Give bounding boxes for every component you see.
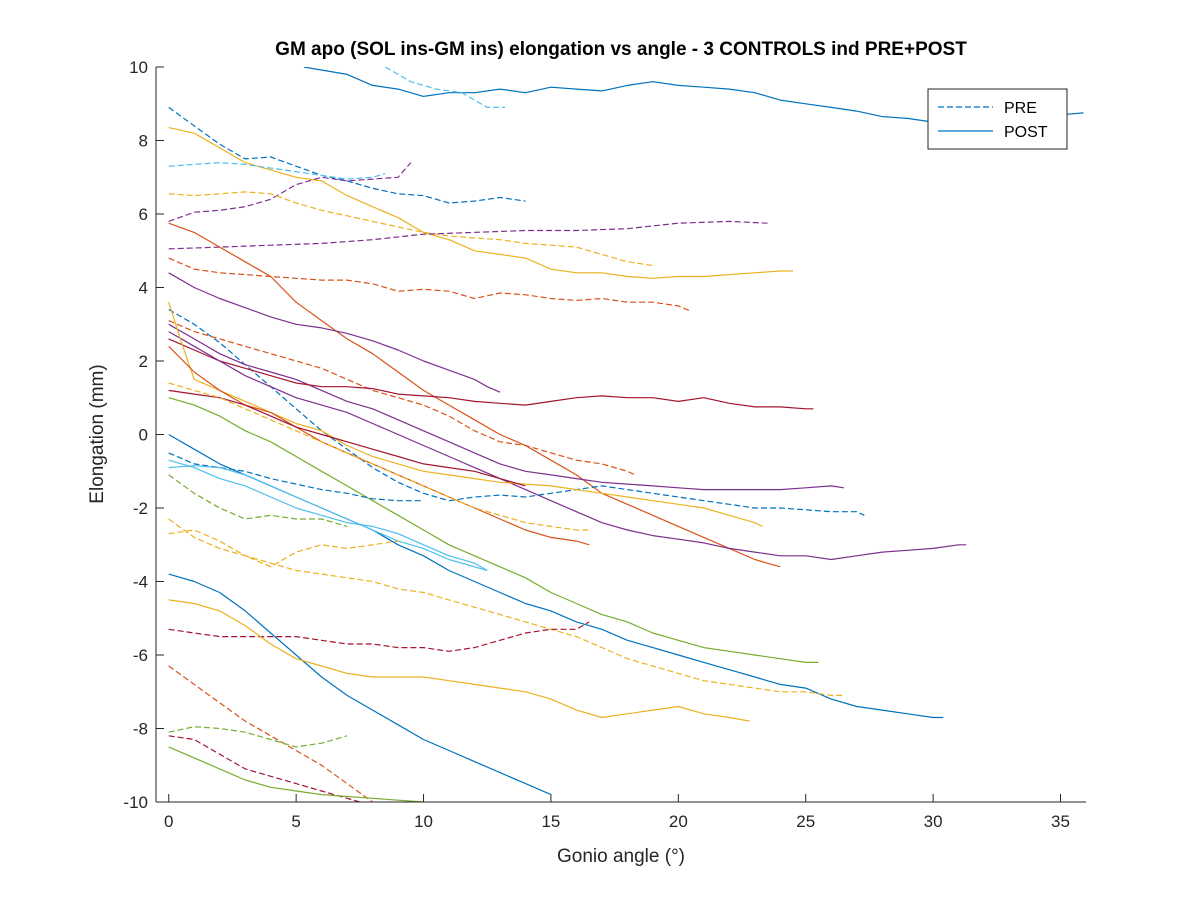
series-line-pre-12 (168, 308, 865, 516)
series-line-pre-23 (168, 452, 424, 502)
y-tick-label: 6 (139, 205, 148, 224)
series-line-post-31 (168, 599, 750, 722)
legend: PRE POST (927, 88, 1068, 150)
series-line-pre-6 (168, 162, 412, 222)
series-line-post-4 (168, 127, 793, 279)
series-line-pre-5 (168, 162, 386, 180)
series-line-post-22 (168, 397, 819, 663)
y-tick-label: -2 (133, 499, 148, 518)
series-line-post-35 (168, 746, 424, 802)
x-tick-label: 10 (414, 812, 433, 831)
series-line-pre-33 (168, 726, 348, 748)
x-tick-label: 20 (669, 812, 688, 831)
series-line-post-18 (168, 345, 590, 546)
series-line-pre-26 (168, 474, 348, 527)
series-line-pre-7 (168, 191, 653, 267)
x-tick-label: 0 (164, 812, 173, 831)
series-line-pre-8 (168, 220, 768, 250)
series-line-post-25 (168, 459, 488, 572)
series-line-post-16 (168, 331, 967, 561)
x-tick-label: 30 (924, 812, 943, 831)
y-tick-label: 2 (139, 352, 148, 371)
series-line-pre-3 (168, 106, 526, 204)
series-layer (168, 67, 1084, 802)
series-line-post-14 (168, 323, 844, 491)
series-line-pre-27 (168, 518, 399, 568)
series-line-pre-28 (168, 529, 844, 696)
y-axis-label: Elongation (mm) (87, 364, 108, 503)
x-tick-label: 25 (796, 812, 815, 831)
legend-box (927, 88, 1068, 150)
x-axis-label: Gonio angle (°) (557, 846, 685, 867)
series-line-pre-32 (168, 665, 373, 802)
series-line-pre-29 (168, 621, 590, 652)
series-line-pre-13 (168, 320, 636, 476)
series-line-post-15 (168, 338, 814, 410)
series-line-post-19 (168, 389, 526, 487)
y-tick-label: -8 (133, 720, 148, 739)
legend-label-post: POST (1004, 124, 1048, 141)
series-line-post-30 (168, 573, 552, 796)
y-tick-label: -4 (133, 573, 148, 592)
legend-label-pre: PRE (1004, 100, 1037, 117)
axes: 0 5 10 15 20 25 30 35 -10 -8 -6 -4 -2 0 2 4 6 8 10 (123, 58, 1086, 831)
y-tick-label: -10 (123, 793, 148, 812)
series-line-post-24 (168, 465, 488, 572)
series-line-post-17 (168, 302, 763, 527)
series-line-pre-2 (385, 67, 506, 108)
series-line-pre-20 (168, 382, 590, 531)
y-tick-label: 10 (129, 58, 148, 77)
x-tick-label: 5 (291, 812, 300, 831)
series-line-pre-9 (168, 257, 692, 312)
y-tick-label: -6 (133, 646, 148, 665)
series-line-post-11 (168, 272, 501, 393)
chart-title: GM apo (SOL ins-GM ins) elongation vs an… (275, 39, 967, 60)
x-tick-label: 35 (1051, 812, 1070, 831)
y-tick-label: 0 (139, 426, 148, 445)
y-tick-label: 4 (139, 279, 148, 298)
x-tick-label: 15 (541, 812, 560, 831)
series-line-post-10 (168, 222, 781, 568)
y-tick-label: 8 (139, 132, 148, 151)
